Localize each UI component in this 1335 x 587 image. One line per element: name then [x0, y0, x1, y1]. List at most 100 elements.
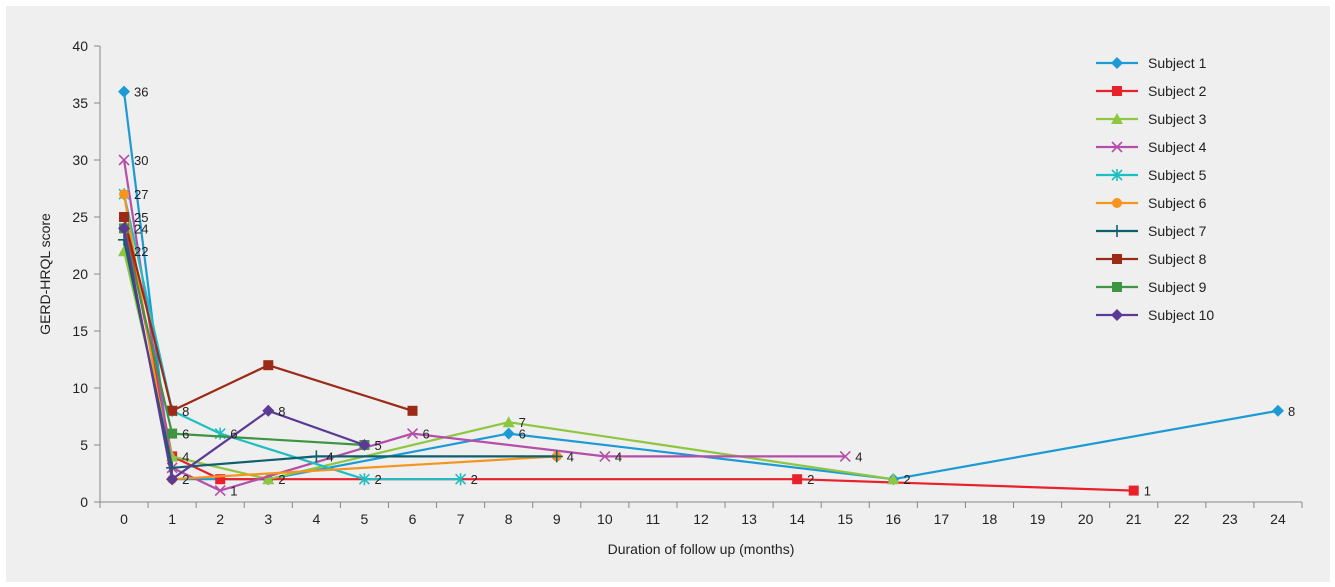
- series-10: [118, 222, 371, 486]
- data-label: 2: [182, 472, 189, 487]
- y-tick-label: 25: [72, 209, 88, 225]
- series-10-point: [358, 439, 371, 451]
- series-8-line: [122, 216, 413, 412]
- x-tick-label: 2: [216, 511, 224, 527]
- legend-swatch-marker: [1111, 141, 1123, 153]
- series-3-point: [887, 473, 900, 485]
- series-7-point: [166, 461, 179, 474]
- legend-swatch-marker: [1111, 225, 1123, 237]
- data-label: 27: [134, 187, 148, 202]
- data-label: 8: [1288, 404, 1295, 419]
- legend-label: Subject 10: [1148, 307, 1214, 323]
- series-9-point: [167, 428, 178, 439]
- legend-item-8: Subject 8: [1096, 251, 1207, 267]
- data-label: 2: [807, 472, 814, 487]
- x-tick-label: 22: [1174, 511, 1190, 527]
- legend-swatch-marker: [1111, 169, 1123, 181]
- series-8: [119, 212, 418, 416]
- y-tick-label: 20: [72, 266, 88, 282]
- x-tick-label: 8: [505, 511, 513, 527]
- x-tick-label: 11: [646, 511, 661, 527]
- legend-swatch-marker: [1112, 254, 1122, 264]
- x-tick-label: 3: [264, 511, 272, 527]
- series-6-point: [119, 189, 130, 200]
- legend-label: Subject 1: [1148, 55, 1207, 71]
- legend-label: Subject 2: [1148, 83, 1207, 99]
- x-tick-label: 24: [1270, 511, 1286, 527]
- x-tick-label: 16: [886, 511, 902, 527]
- legend-item-5: Subject 5: [1096, 167, 1207, 183]
- data-label: 7: [519, 415, 526, 430]
- series-1-point: [118, 85, 131, 98]
- y-tick-label: 5: [80, 437, 88, 453]
- x-tick-label: 14: [789, 511, 805, 527]
- series-10-line: [122, 228, 365, 481]
- x-tick-label: 12: [693, 511, 709, 527]
- legend-swatch-marker: [1112, 86, 1122, 96]
- x-tick-label: 13: [741, 511, 757, 527]
- series-5-point: [455, 473, 467, 486]
- legend-item-3: Subject 3: [1096, 111, 1207, 127]
- legend-item-10: Subject 10: [1096, 307, 1214, 323]
- x-tick-label: 5: [361, 511, 369, 527]
- data-label: 4: [182, 449, 189, 464]
- x-tick-label: 0: [120, 511, 128, 527]
- data-label: 22: [134, 244, 148, 259]
- legend-swatch-marker: [1111, 57, 1123, 69]
- x-tick-label: 17: [934, 511, 950, 527]
- x-tick-label: 6: [409, 511, 417, 527]
- series-4-point: [214, 485, 226, 497]
- legend-swatch-marker: [1111, 309, 1123, 321]
- legend-swatch-marker: [1111, 113, 1123, 124]
- legend-item-1: Subject 1: [1096, 55, 1207, 71]
- y-tick-label: 35: [72, 95, 88, 111]
- series-1-point: [1271, 404, 1284, 417]
- series-7-point: [310, 450, 323, 463]
- data-label: 4: [855, 449, 862, 464]
- series-10-point: [166, 473, 179, 486]
- x-tick-label: 19: [1030, 511, 1046, 527]
- data-label: 2: [903, 472, 910, 487]
- legend-label: Subject 6: [1148, 195, 1207, 211]
- x-tick-label: 23: [1222, 511, 1238, 527]
- legend-label: Subject 9: [1148, 279, 1207, 295]
- x-tick-label: 15: [837, 511, 853, 527]
- x-axis-title: Duration of follow up (months): [608, 541, 795, 557]
- series-2-point: [792, 474, 803, 485]
- series-4-point: [406, 428, 419, 440]
- data-label: 24: [134, 221, 148, 236]
- series-2-line: [122, 216, 1134, 492]
- data-label: 8: [182, 404, 189, 419]
- data-label: 6: [519, 427, 526, 442]
- series-10-point: [118, 222, 131, 235]
- y-axis-title: GERD-HRQL score: [37, 213, 53, 335]
- series-8-point: [407, 405, 418, 416]
- data-label: 8: [278, 404, 285, 419]
- y-tick-label: 10: [72, 380, 88, 396]
- series-7-point: [550, 450, 563, 463]
- data-label: 1: [1144, 484, 1151, 499]
- data-label: 30: [134, 153, 148, 168]
- data-label: 2: [471, 472, 478, 487]
- series-8-point: [167, 405, 178, 416]
- data-label: 1: [230, 484, 237, 499]
- y-tick-label: 0: [80, 494, 88, 510]
- series-1: [118, 85, 1284, 486]
- series-1-point: [502, 427, 515, 440]
- series-4-point: [599, 450, 611, 462]
- legend-label: Subject 7: [1148, 223, 1207, 239]
- data-label: 6: [423, 427, 430, 442]
- legend-label: Subject 5: [1148, 167, 1207, 183]
- series-3-point: [262, 473, 275, 485]
- y-tick-label: 30: [72, 152, 88, 168]
- data-label: 25: [134, 210, 148, 225]
- x-tick-label: 18: [982, 511, 998, 527]
- y-tick-label: 15: [72, 323, 88, 339]
- legend-item-7: Subject 7: [1096, 223, 1207, 239]
- data-label: 5: [374, 438, 381, 453]
- data-label: 6: [230, 427, 237, 442]
- series-8-point: [263, 360, 274, 371]
- legend: Subject 1 Subject 2 Subject 3 Subject 4 Subj…: [1096, 55, 1214, 323]
